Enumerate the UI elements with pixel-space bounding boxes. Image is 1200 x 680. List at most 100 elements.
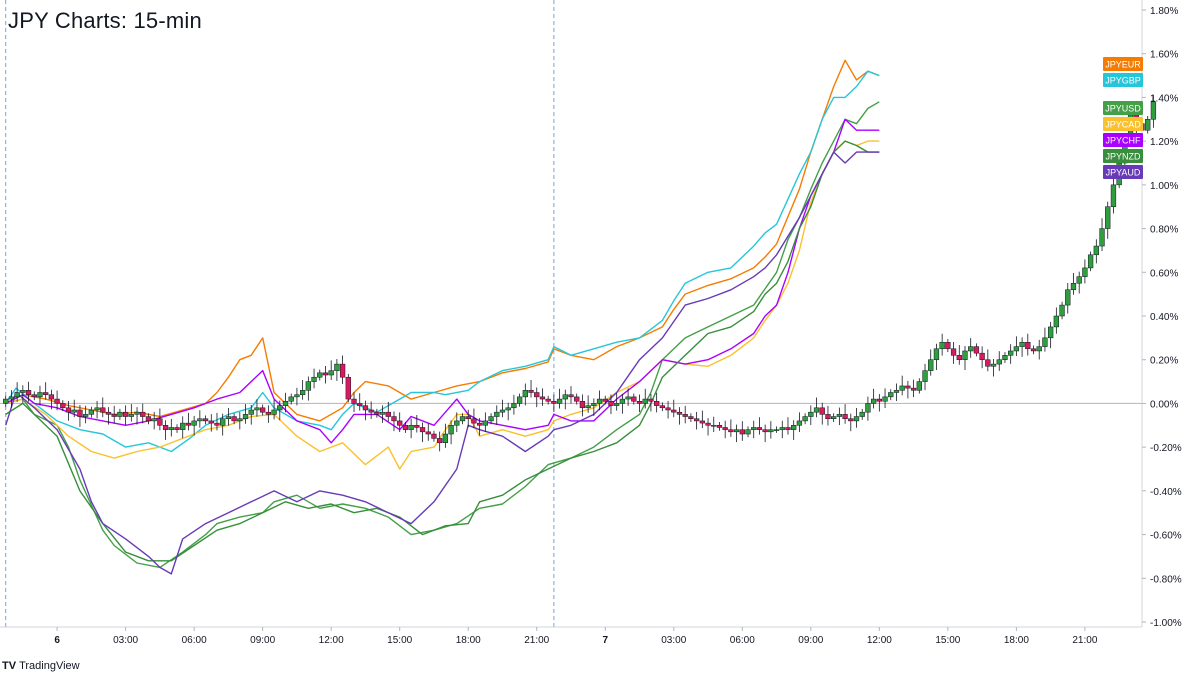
candle-body (145, 416, 152, 422)
candle-body (174, 427, 180, 430)
candle (528, 380, 534, 398)
candle (271, 399, 277, 420)
legend-item-jpygbp[interactable]: JPYGBP (1103, 73, 1143, 87)
candle-body (990, 363, 997, 367)
candle-body (739, 429, 745, 435)
candle (648, 394, 654, 412)
candle (294, 387, 300, 406)
candle (928, 349, 934, 376)
candle-body (1008, 350, 1014, 356)
candle-body (122, 411, 129, 417)
candle-body (956, 355, 962, 360)
candle (1025, 333, 1031, 356)
candle (505, 402, 511, 421)
candle (728, 419, 734, 437)
candle-body (733, 429, 740, 433)
candle-body (14, 392, 20, 398)
legend-item-jpyaud[interactable]: JPYAUD (1103, 165, 1143, 179)
candle (414, 415, 420, 433)
candle (602, 395, 608, 405)
candle (277, 400, 283, 421)
candle (14, 382, 20, 402)
legend-item-jpychf[interactable]: JPYCHF (1103, 133, 1143, 147)
candle-body (636, 400, 643, 404)
candle-body (482, 420, 489, 426)
tradingview-watermark[interactable]: TV TradingView (2, 660, 80, 672)
candle (242, 404, 249, 424)
candle-body (374, 411, 380, 415)
candle (642, 388, 648, 409)
candle (762, 424, 768, 443)
candle-body (511, 403, 517, 409)
legend-item-jpyeur[interactable]: JPYEUR (1103, 57, 1143, 71)
candle (260, 404, 266, 416)
candle (722, 420, 728, 439)
candle-body (1070, 282, 1077, 291)
candle (950, 342, 957, 364)
candle-body (265, 411, 272, 415)
candle-body (779, 427, 785, 430)
candle-body (699, 420, 705, 424)
candle-body (37, 392, 43, 398)
candle-body (602, 398, 608, 402)
tradingview-logo-icon: TV (2, 660, 17, 672)
candle-body (665, 407, 671, 411)
candle-body (1059, 304, 1065, 317)
series-line-jpygbp (5, 70, 880, 453)
candle-body (556, 398, 563, 404)
candle (968, 338, 974, 358)
candle-body (562, 394, 568, 400)
candle (180, 416, 186, 439)
time-tick-label: 03:00 (113, 635, 138, 646)
candle-body (1047, 326, 1054, 339)
candle-body (408, 425, 414, 430)
candle-body (585, 405, 591, 409)
candle (791, 420, 797, 440)
candle-body (362, 405, 369, 411)
candle (842, 404, 848, 424)
candle-body (945, 341, 951, 350)
candle-body (916, 381, 922, 391)
candle (659, 402, 666, 412)
candle (579, 394, 586, 417)
candle (945, 338, 951, 353)
candle-body (819, 407, 825, 415)
candle-body (888, 392, 894, 398)
candle (248, 404, 254, 425)
legend-item-jpyusd[interactable]: JPYUSD (1103, 101, 1143, 115)
legend-item-jpycad[interactable]: JPYCAD (1103, 117, 1143, 131)
candle-body (836, 414, 843, 417)
candle (220, 413, 226, 436)
candle (534, 387, 540, 408)
candle (1105, 201, 1111, 239)
candle (368, 401, 374, 419)
candle (88, 406, 95, 418)
candle (1047, 321, 1054, 349)
time-tick-label: 15:00 (935, 635, 960, 646)
candle (288, 393, 294, 405)
candle (437, 431, 443, 452)
candle (990, 359, 997, 377)
legend-item-jpynzd[interactable]: JPYNZD (1103, 149, 1143, 163)
candle-body (277, 405, 283, 411)
candle (636, 394, 643, 412)
candle (397, 412, 403, 433)
candle-body (1042, 337, 1048, 347)
candle (431, 430, 437, 442)
candle-body (933, 348, 940, 360)
candle (494, 405, 500, 426)
time-tick-label: 18:00 (1004, 635, 1029, 646)
candle (979, 346, 985, 369)
time-tick-label: 6 (54, 635, 60, 646)
candle-body (716, 425, 723, 428)
candle-body (516, 396, 523, 404)
candle (556, 388, 563, 409)
candle-body (711, 425, 717, 427)
candle (448, 420, 454, 445)
candle (48, 389, 55, 410)
candle (973, 343, 980, 357)
candle-body (25, 390, 32, 395)
candle-body (614, 403, 620, 406)
candle-body (848, 418, 854, 422)
